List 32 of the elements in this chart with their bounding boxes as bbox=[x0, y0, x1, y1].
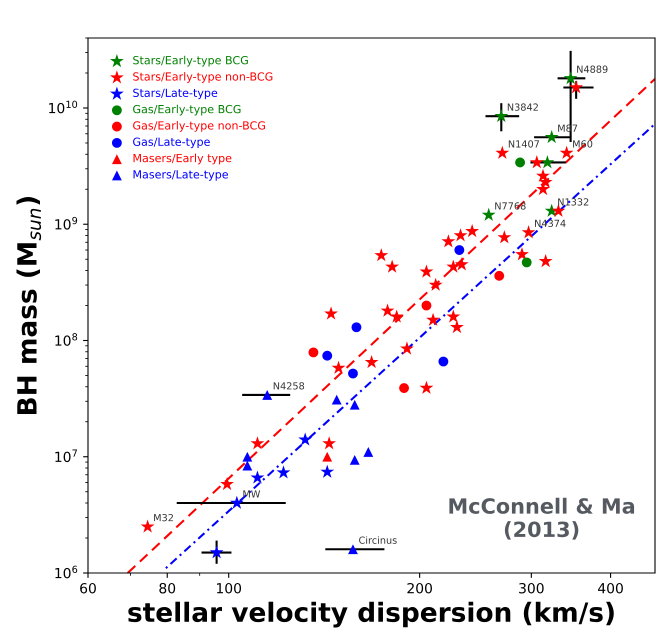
legend-label: Stars/Late-type bbox=[133, 88, 218, 100]
x-tick-label: 80 bbox=[159, 582, 176, 594]
legend-label: Masers/Late-type bbox=[134, 170, 228, 181]
annotation: N4258 bbox=[274, 382, 304, 390]
y-tick-label: 10$^{7}$ bbox=[55, 450, 77, 462]
annotation: N4889 bbox=[577, 66, 608, 73]
x-axis-title: stellar velocity dispersion (km/s) bbox=[128, 602, 614, 628]
annotation: Circinus bbox=[359, 536, 397, 544]
legend-label: Masers/Early type bbox=[134, 154, 232, 164]
legend-label: Gas/Early-type BCG bbox=[133, 104, 241, 116]
annotation: M60 bbox=[573, 140, 592, 148]
annotation: N3842 bbox=[508, 103, 538, 111]
y-tick-label: 10$^{6}$ bbox=[55, 566, 78, 578]
x-tick-label: 300 bbox=[519, 582, 544, 594]
annotation: MW bbox=[243, 490, 260, 498]
annotation: N4374 bbox=[535, 220, 566, 228]
x-tick-label: 60 bbox=[80, 582, 96, 594]
y-tick-label: 10$^{10}$ bbox=[49, 100, 78, 114]
annotation: N1332 bbox=[558, 198, 588, 206]
y-tick-label: 10$^{8}$ bbox=[55, 333, 78, 346]
annotation: McConnell & Ma (2013) bbox=[449, 498, 634, 540]
x-tick-label: 400 bbox=[598, 582, 623, 594]
x-tick-label: 100 bbox=[216, 582, 242, 594]
x-tick-label: 200 bbox=[407, 582, 432, 594]
legend-label: Stars/Early-type non-BCG bbox=[133, 72, 272, 83]
annotation: M32 bbox=[154, 514, 173, 522]
y-tick-label: 10$^{9}$ bbox=[55, 216, 78, 230]
legend-label: Gas/Early-type non-BCG bbox=[133, 121, 265, 132]
legend-label: Gas/Late-type bbox=[133, 138, 210, 148]
annotation: N1407 bbox=[508, 140, 540, 148]
y-axis-title: BH mass (M$_{sun}$) bbox=[16, 197, 42, 414]
legend-label: Stars/Early-type BCG bbox=[133, 56, 248, 67]
